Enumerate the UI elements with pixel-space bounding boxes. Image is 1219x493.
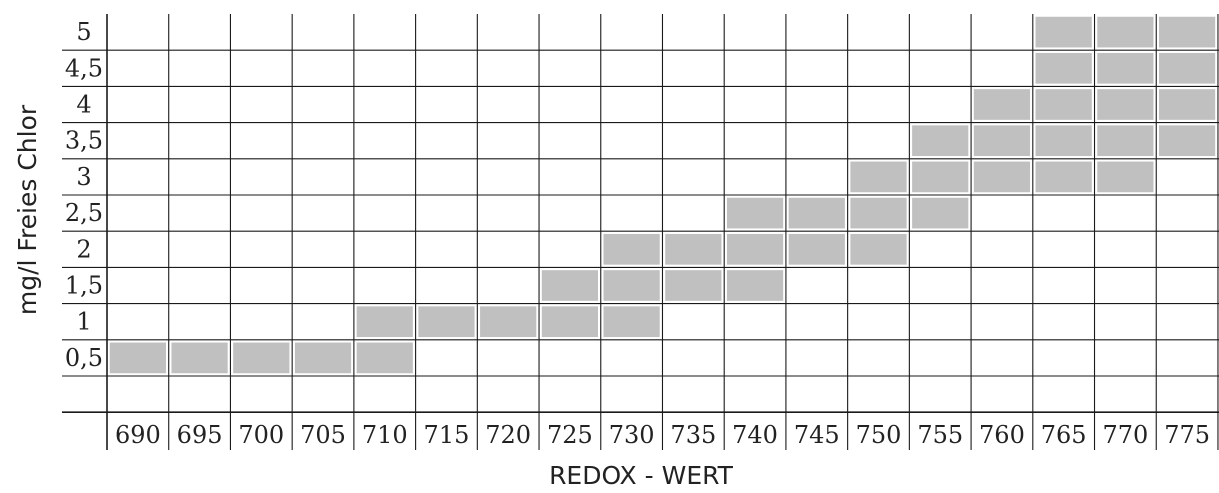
y-tick-label: 5 <box>76 18 91 46</box>
x-tick-label: 760 <box>979 421 1025 449</box>
grid-lines <box>62 14 1219 450</box>
cell-755-2,5 <box>910 196 970 230</box>
x-tick-label: 745 <box>794 421 840 449</box>
cell-750-2 <box>848 232 909 267</box>
cell-755-3 <box>910 160 970 194</box>
cell-770-3,5 <box>1095 123 1155 158</box>
y-tick-label: 2 <box>76 235 91 263</box>
cell-770-5 <box>1095 15 1155 49</box>
cell-775-3,5 <box>1157 123 1217 158</box>
cell-760-3 <box>972 160 1032 194</box>
cell-765-3 <box>1034 160 1094 194</box>
x-tick-label: 750 <box>856 421 902 449</box>
cell-765-4,5 <box>1034 51 1094 86</box>
y-tick-label: 3,5 <box>65 127 103 155</box>
cell-715-1 <box>416 304 477 339</box>
x-tick-label: 720 <box>485 421 531 449</box>
cell-755-3,5 <box>910 123 970 158</box>
cell-775-4,5 <box>1157 51 1217 86</box>
x-tick-label: 715 <box>424 421 470 449</box>
cell-730-2 <box>602 232 662 267</box>
cell-770-3 <box>1095 160 1155 194</box>
y-tick-label: 3 <box>76 163 91 191</box>
x-tick-label: 735 <box>670 421 716 449</box>
cell-735-1,5 <box>663 268 723 303</box>
cell-710-1 <box>355 304 415 339</box>
x-tick-label: 775 <box>1164 421 1210 449</box>
cell-760-4 <box>972 87 1032 122</box>
y-tick-labels: 0,5 1 1,5 2 2,5 3 3,5 4 4,5 5 <box>65 18 103 372</box>
cell-725-1 <box>540 304 600 339</box>
x-axis-title: REDOX - WERT <box>549 461 734 488</box>
x-tick-label: 740 <box>732 421 778 449</box>
y-tick-label: 0,5 <box>65 344 103 372</box>
filled-cells <box>108 15 1217 375</box>
y-axis-title: mg/l Freies Chlor <box>13 104 42 315</box>
cell-740-2,5 <box>725 196 785 230</box>
cell-730-1 <box>602 304 662 339</box>
x-tick-label: 700 <box>238 421 284 449</box>
x-tick-label: 725 <box>547 421 593 449</box>
cell-725-1,5 <box>540 268 600 303</box>
cell-775-4 <box>1157 87 1217 122</box>
y-tick-label: 1 <box>76 308 91 336</box>
cell-750-2,5 <box>848 196 909 230</box>
cell-765-4 <box>1034 87 1094 122</box>
cell-745-2,5 <box>787 196 847 230</box>
cell-740-2 <box>725 232 785 267</box>
cell-750-3 <box>848 160 909 194</box>
cell-770-4,5 <box>1095 51 1155 86</box>
y-tick-label: 2,5 <box>65 199 103 227</box>
x-tick-label: 770 <box>1102 421 1148 449</box>
x-tick-label: 705 <box>300 421 346 449</box>
x-tick-label: 755 <box>917 421 963 449</box>
x-tick-label: 695 <box>177 421 223 449</box>
x-tick-label: 710 <box>362 421 408 449</box>
x-tick-label: 765 <box>1041 421 1087 449</box>
cell-735-2 <box>663 232 723 267</box>
y-tick-label: 4,5 <box>65 54 103 82</box>
cell-730-1,5 <box>602 268 662 303</box>
cell-695-0,5 <box>169 341 230 375</box>
x-tick-label: 730 <box>609 421 655 449</box>
x-tick-label: 690 <box>115 421 161 449</box>
cell-710-0,5 <box>355 341 415 375</box>
cell-745-2 <box>787 232 847 267</box>
cell-760-3,5 <box>972 123 1032 158</box>
cell-765-5 <box>1034 15 1094 49</box>
cell-770-4 <box>1095 87 1155 122</box>
cell-775-5 <box>1157 15 1217 49</box>
x-tick-labels: 690 695 700 705 710 715 720 725 730 735 740 745 750 7… <box>115 421 1210 449</box>
y-tick-label: 1,5 <box>65 272 103 300</box>
cell-740-1,5 <box>725 268 785 303</box>
y-tick-label: 4 <box>76 91 91 119</box>
cell-720-1 <box>478 304 538 339</box>
cell-705-0,5 <box>293 341 353 375</box>
cell-700-0,5 <box>231 341 291 375</box>
cell-690-0,5 <box>108 341 168 375</box>
cell-765-3,5 <box>1034 123 1094 158</box>
